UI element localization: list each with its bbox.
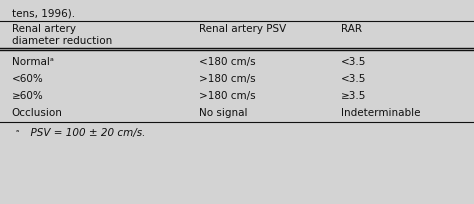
Text: Indeterminable: Indeterminable — [341, 108, 421, 118]
Text: tens, 1996).: tens, 1996). — [12, 8, 75, 18]
Text: >180 cm/s: >180 cm/s — [199, 91, 255, 101]
Text: Renal artery
diameter reduction: Renal artery diameter reduction — [12, 24, 112, 46]
Text: ≥3.5: ≥3.5 — [341, 91, 367, 101]
Text: Occlusion: Occlusion — [12, 108, 63, 118]
Text: <180 cm/s: <180 cm/s — [199, 57, 255, 67]
Text: Normalᵃ: Normalᵃ — [12, 57, 54, 67]
Text: <3.5: <3.5 — [341, 57, 367, 67]
Text: RAR: RAR — [341, 24, 362, 34]
Text: Renal artery PSV: Renal artery PSV — [199, 24, 286, 34]
Text: ≥60%: ≥60% — [12, 91, 44, 101]
Text: >180 cm/s: >180 cm/s — [199, 74, 255, 84]
Text: <3.5: <3.5 — [341, 74, 367, 84]
Text: No signal: No signal — [199, 108, 247, 118]
Text: PSV = 100 ± 20 cm/s.: PSV = 100 ± 20 cm/s. — [24, 128, 145, 138]
Text: <60%: <60% — [12, 74, 44, 84]
Text: ᵃ: ᵃ — [16, 128, 19, 137]
